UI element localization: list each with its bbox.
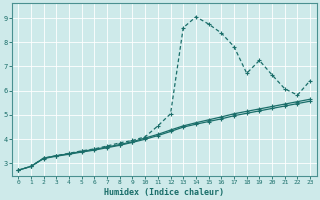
- X-axis label: Humidex (Indice chaleur): Humidex (Indice chaleur): [104, 188, 224, 197]
